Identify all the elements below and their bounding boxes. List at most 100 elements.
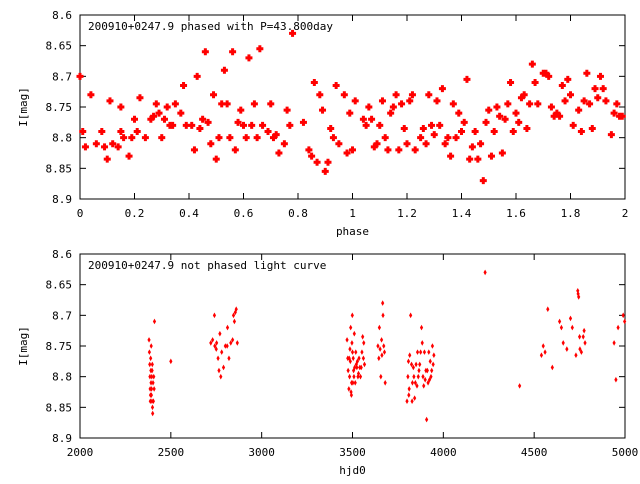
data-point [149, 343, 153, 349]
y-tick-label: 8.9 [52, 432, 72, 445]
data-point [468, 143, 476, 151]
data-point [376, 343, 380, 349]
data-point [452, 134, 460, 142]
data-point [376, 121, 384, 129]
data-point [400, 124, 408, 132]
y-axis-label: I[mag] [17, 87, 30, 127]
data-point [409, 312, 413, 319]
data-point [308, 152, 316, 160]
data-point [352, 330, 356, 337]
data-point [561, 97, 569, 105]
data-point [79, 128, 87, 136]
data-point [377, 324, 381, 331]
data-point [570, 324, 574, 331]
unphased-light-curve-panel: 2000 2500 3000 3500 4000 4500 5000 8.6 8.65 8.7 8.… [17, 248, 638, 477]
data-point [381, 134, 389, 142]
x-tick-label: 1.4 [452, 207, 472, 220]
data-point [607, 131, 615, 139]
data-point [614, 376, 618, 383]
data-point [422, 383, 426, 389]
data-point [403, 140, 411, 148]
data-point [408, 91, 416, 99]
data-point [149, 380, 153, 386]
data-point [362, 121, 370, 129]
data-point [430, 343, 435, 349]
data-point [423, 376, 427, 383]
x-tick-label: 1.8 [561, 207, 581, 220]
data-point [382, 349, 387, 355]
data-point [147, 337, 151, 343]
data-point [349, 389, 353, 395]
data-point [248, 121, 256, 129]
data-point [561, 340, 565, 346]
data-point [352, 373, 356, 380]
data-point [579, 349, 583, 355]
data-point [225, 343, 229, 349]
data-point [76, 72, 84, 80]
data-point [327, 124, 335, 132]
data-point [378, 97, 386, 105]
data-point [204, 118, 212, 126]
data-point [569, 121, 577, 129]
data-point [289, 29, 297, 37]
data-point [217, 367, 221, 374]
data-point [568, 315, 573, 322]
data-point [383, 380, 387, 386]
data-point [483, 269, 487, 276]
data-point [507, 78, 515, 86]
data-point [147, 115, 155, 123]
data-point [212, 312, 217, 319]
data-point [520, 91, 528, 99]
data-point [272, 131, 280, 139]
data-point [87, 91, 95, 99]
x-tick-label: 1 [349, 207, 356, 220]
data-point [501, 115, 509, 123]
data-point [359, 115, 367, 123]
data-point [221, 364, 226, 371]
data-point [215, 340, 219, 346]
y-tick-label: 8.8 [52, 371, 72, 384]
data-point [591, 85, 599, 93]
data-point [193, 72, 201, 80]
x-tick-label: 4500 [521, 446, 548, 459]
data-point [235, 340, 239, 346]
data-point [350, 349, 355, 355]
data-point [219, 373, 223, 380]
data-point [580, 97, 588, 105]
data-point [150, 112, 158, 120]
data-point [133, 128, 141, 136]
data-point [351, 380, 355, 386]
data-point [565, 346, 569, 352]
data-point [240, 121, 247, 129]
data-point [188, 121, 196, 129]
data-point [346, 109, 354, 117]
data-point [362, 340, 366, 346]
data-point [351, 97, 359, 105]
data-point [577, 128, 585, 136]
data-point [406, 373, 410, 380]
data-point [158, 134, 166, 142]
data-point [405, 398, 409, 404]
data-point [613, 100, 621, 108]
x-tick-label: 2500 [158, 446, 185, 459]
data-point [583, 340, 587, 346]
data-point [578, 346, 582, 352]
data-point [413, 395, 417, 401]
data-point [223, 343, 227, 349]
data-point [419, 324, 424, 331]
x-tick-label: 0 [77, 207, 84, 220]
data-point [411, 146, 419, 154]
data-point [120, 134, 128, 142]
data-point [335, 140, 343, 148]
y-tick-label: 8.6 [52, 9, 72, 22]
data-point [407, 392, 411, 398]
data-point [231, 337, 235, 343]
x-axis-label: hjd0 [339, 464, 366, 477]
data-point [377, 355, 381, 362]
data-point [360, 349, 364, 355]
data-point [114, 143, 122, 151]
data-point [550, 112, 558, 120]
data-point [343, 149, 351, 157]
data-point [101, 143, 109, 151]
data-point [149, 392, 153, 398]
